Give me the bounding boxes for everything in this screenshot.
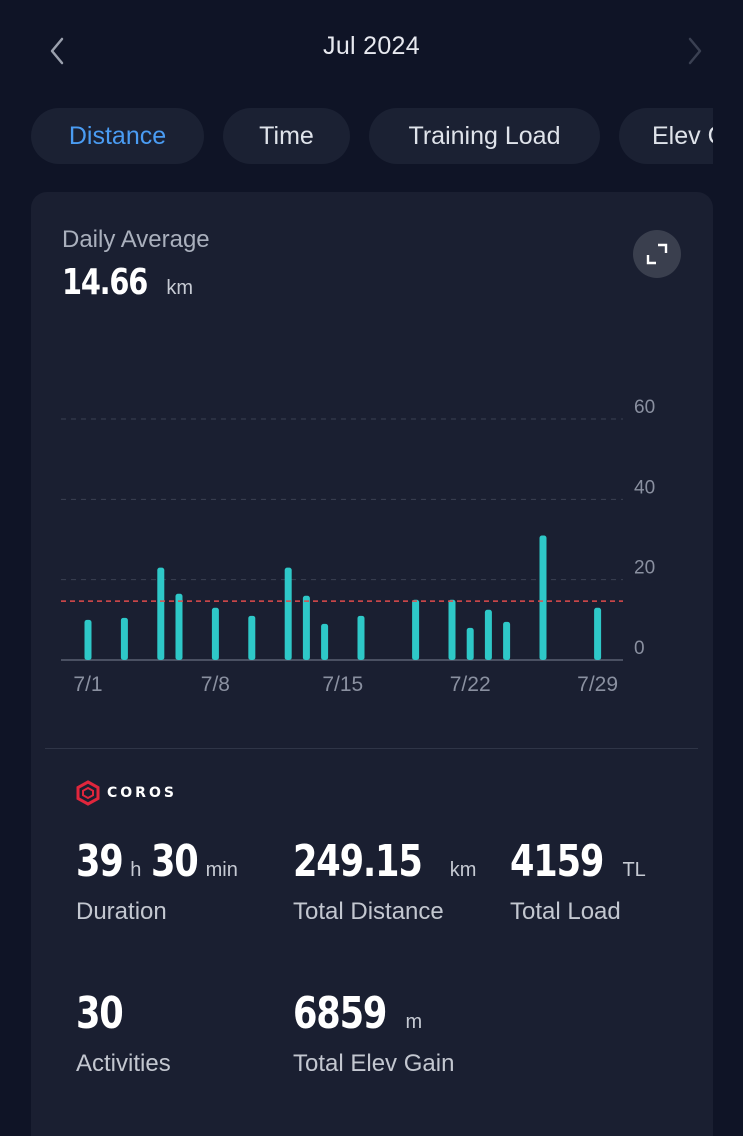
total-elev-gain-label: Total Elev Gain — [293, 1050, 455, 1077]
tab-training-load[interactable]: Training Load — [369, 108, 600, 164]
chevron-right-icon — [688, 37, 702, 65]
stat-duration: 39 h 30 min Duration — [76, 836, 248, 926]
chevron-left-icon — [50, 37, 64, 65]
y-tick-label: 20 — [634, 558, 655, 579]
daily-average-value: 14.66 km — [62, 262, 193, 303]
tab-distance[interactable]: Distance — [31, 108, 204, 164]
bar — [120, 617, 128, 660]
bar — [539, 535, 547, 660]
duration-minutes: 30 — [151, 836, 199, 887]
x-tick-label: 7/29 — [577, 673, 618, 696]
bar — [466, 627, 474, 660]
total-elev-gain-unit: m — [405, 1011, 423, 1033]
bar — [284, 567, 292, 660]
stat-total-distance: 249.15 km Total Distance — [293, 836, 486, 926]
bar — [248, 615, 256, 660]
duration-hours-unit: h — [130, 859, 142, 881]
y-tick-label: 40 — [634, 477, 655, 498]
bar — [503, 621, 511, 660]
total-distance-value: 249.15 — [293, 836, 423, 887]
bar — [84, 619, 92, 660]
summary-card: Daily Average 14.66 km 0 20 40 60 7/1 7/8 7/15… — [31, 192, 713, 1136]
duration-minutes-unit: min — [205, 859, 238, 881]
y-tick-label: 60 — [634, 397, 655, 418]
total-elev-gain-value: 6859 — [293, 988, 387, 1039]
x-tick-label: 7/8 — [201, 673, 230, 696]
coros-logo: COROS — [75, 780, 177, 806]
bar — [412, 599, 420, 660]
expand-chart-button[interactable] — [633, 230, 681, 278]
bar — [357, 615, 365, 660]
divider — [45, 748, 698, 749]
coros-logo-text: COROS — [107, 785, 177, 801]
tab-time[interactable]: Time — [223, 108, 350, 164]
duration-label: Duration — [76, 898, 167, 925]
total-load-value: 4159 — [510, 836, 604, 887]
y-tick-label: 0 — [634, 638, 645, 659]
distance-bar-chart: 0 20 40 60 7/1 7/8 7/15 7/22 7/29 — [61, 397, 655, 696]
bar — [594, 607, 602, 660]
stat-total-elev-gain: 6859 m Total Elev Gain — [293, 988, 454, 1078]
duration-hours: 39 — [76, 836, 124, 887]
total-load-unit: TL — [622, 859, 646, 881]
total-distance-unit: km — [449, 859, 477, 881]
bar — [302, 595, 310, 660]
x-tick-label: 7/15 — [322, 673, 363, 696]
total-load-label: Total Load — [510, 898, 621, 925]
previous-month-button[interactable] — [40, 34, 74, 68]
bar — [484, 609, 492, 660]
metric-tabs: Distance Time Training Load Elev G — [31, 108, 713, 164]
bar — [448, 599, 456, 660]
stat-total-load: 4159 TL Total Load — [510, 836, 656, 926]
x-tick-label: 7/1 — [73, 673, 102, 696]
bar — [321, 623, 329, 660]
coros-logo-icon — [76, 780, 100, 806]
next-month-button[interactable] — [678, 34, 712, 68]
expand-icon — [646, 243, 668, 265]
total-distance-label: Total Distance — [293, 898, 444, 925]
activities-label: Activities — [76, 1050, 171, 1077]
daily-average-unit: km — [166, 277, 194, 299]
daily-average-number: 14.66 — [62, 262, 148, 303]
tab-elev-gain[interactable]: Elev G — [619, 108, 713, 164]
x-tick-label: 7/22 — [450, 673, 491, 696]
bar — [157, 567, 165, 660]
bar — [211, 607, 219, 660]
stat-activities: 30 Activities — [76, 988, 171, 1078]
activities-value: 30 — [76, 988, 124, 1039]
month-title: Jul 2024 — [323, 32, 420, 60]
month-header: Jul 2024 — [0, 0, 743, 100]
bar — [175, 593, 183, 660]
daily-average-label: Daily Average — [62, 226, 210, 253]
